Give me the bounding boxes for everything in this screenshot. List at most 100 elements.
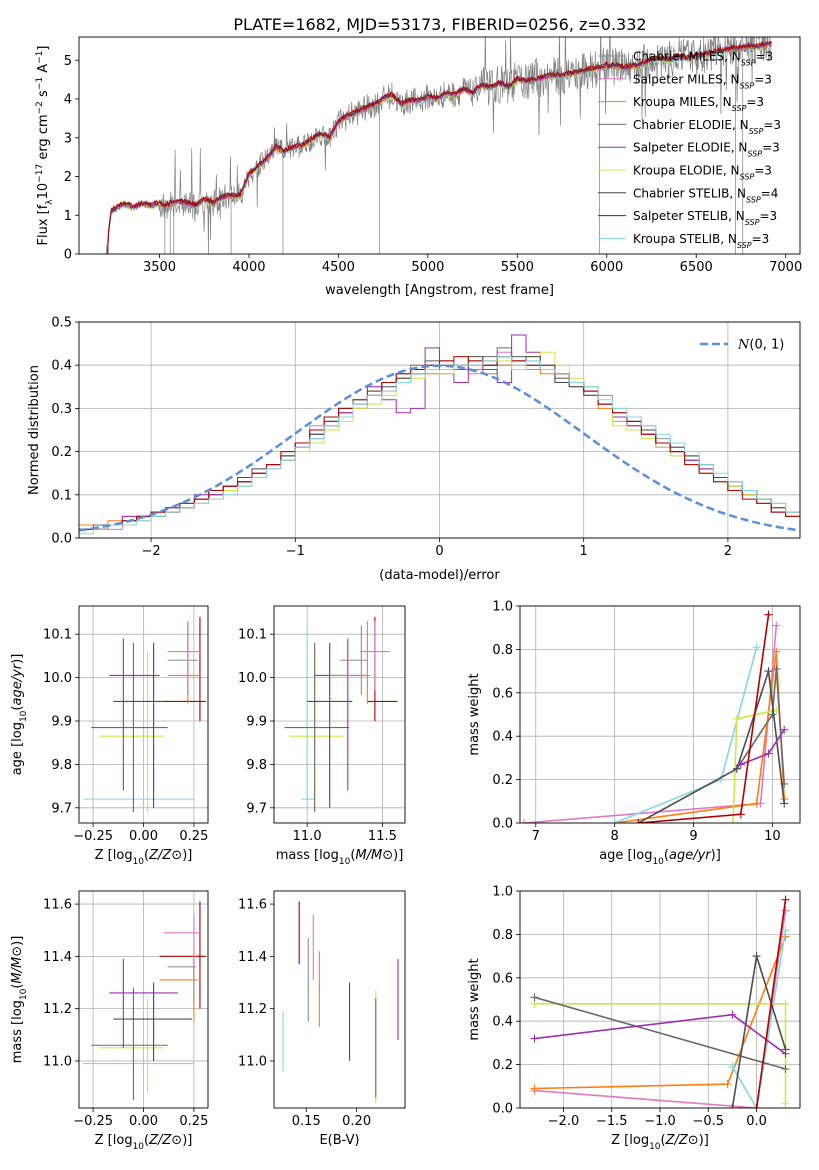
label-part: Z [log <box>95 1133 133 1148</box>
x-tick-label: 2 <box>724 544 732 559</box>
legend-entry: Salpeter STELIB, NSSP=3 <box>598 209 777 227</box>
x-axis-label: wavelength [Angstrom, rest frame] <box>325 283 554 298</box>
y-tick-label: 0.8 <box>492 928 513 943</box>
y-tick-label: 0.1 <box>51 488 72 503</box>
label-part: age/yr <box>10 662 25 705</box>
label-part: )] <box>182 848 192 863</box>
weight-marker-chabrier_elodie <box>768 710 777 719</box>
x-tick-label: −1.0 <box>644 1114 676 1129</box>
y-tick-label: 11.4 <box>238 950 267 965</box>
axes-frame <box>519 890 801 1109</box>
x-tick-label: 5000 <box>411 260 444 275</box>
y-tick-label: 10.0 <box>43 671 72 686</box>
label-part: −2 <box>35 101 45 114</box>
weight-marker-salpeter_miles <box>772 621 781 630</box>
x-tick-label: 9 <box>689 829 697 844</box>
x-tick-label: 0.25 <box>179 829 208 844</box>
x-tick-label: 5500 <box>501 260 534 275</box>
label-part: SSP <box>740 172 755 181</box>
label-part: 10 <box>339 857 351 867</box>
x-tick-label: 10 <box>764 829 781 844</box>
weight-line-kroupa_miles <box>614 651 785 823</box>
weight-marker-salpeter_elodie <box>728 1010 737 1019</box>
weight-line-chabrier_elodie <box>534 996 786 1070</box>
label-part: Salpeter MILES, N <box>633 72 740 86</box>
label-part: Salpeter STELIB, N <box>633 209 745 223</box>
y-tick-label: 0.2 <box>51 445 72 460</box>
histogram-kroupa_elodie <box>79 351 800 538</box>
legend-label: Chabrier MILES, NSSP=3 <box>633 50 773 68</box>
weight-line-chabrier_elodie <box>736 668 785 784</box>
weight-marker-kroupa_miles <box>752 799 761 808</box>
label-part: ( <box>661 1133 666 1148</box>
weight-marker-salpeter_stelib <box>764 610 773 619</box>
x-tick-label: −1.5 <box>596 1114 628 1129</box>
figure-title: PLATE=1682, MJD=53173, FIBERID=0256, z=0… <box>233 15 646 34</box>
label-part: mass [log <box>10 1000 25 1063</box>
label-part: ] <box>36 46 51 51</box>
x-tick-label: 0.00 <box>129 1114 158 1129</box>
label-part: Z/Z⊙ <box>148 848 182 863</box>
y-tick-label: 11.2 <box>238 1002 267 1017</box>
label-part: s <box>36 90 51 101</box>
histogram-chabrier_miles <box>79 356 800 538</box>
panel-spectrum: 3500 4000 4500 5000 5500 6000 6500 7000 0 1 2 3 4 5 wa… <box>35 36 802 298</box>
plot-area <box>83 901 206 1101</box>
plot-area <box>284 616 398 813</box>
x-tick-label: −0.25 <box>73 829 113 844</box>
y-axis-label: mass weight <box>467 673 482 755</box>
x-tick-label: 0.15 <box>292 1114 321 1129</box>
legend-entry: Kroupa STELIB, NSSP=3 <box>598 232 769 250</box>
panel-mass_weight_vs_Z: −2.0 −1.5 −1.0 −0.5 0.0 0.0 0.2 0.4 0.6 0.8 1.0 Z [… <box>467 885 801 1152</box>
y-tick-label: 0.0 <box>51 532 72 547</box>
label-part: SSP <box>740 81 755 90</box>
label-part: Kroupa ELODIE, N <box>633 164 740 178</box>
label-part: M/M⊙ <box>10 946 25 984</box>
label-part: −17 <box>35 164 45 183</box>
label-part: age [log <box>599 848 652 863</box>
panel-mass_vs_ebv: 0.15 0.20 11.0 11.2 11.4 11.6 E(B-V) <box>238 890 406 1148</box>
weight-marker-salpeter_miles <box>520 819 528 823</box>
y-tick-label: 9.8 <box>51 758 72 773</box>
label-part: 10 <box>19 710 29 722</box>
histogram-salpeter_stelib <box>79 356 800 538</box>
label-part: Z/Z⊙ <box>665 1133 699 1148</box>
label-part: =3 <box>746 95 764 109</box>
x-axis-label: E(B-V) <box>319 1133 359 1148</box>
x-tick-label: 0.0 <box>746 1114 767 1129</box>
label-part: SSP <box>741 58 756 67</box>
y-axis-label: mass weight <box>467 958 482 1040</box>
y-tick-label: 0.4 <box>492 730 513 745</box>
y-tick-label: 0.3 <box>51 402 72 417</box>
label-part: SSP <box>732 104 747 113</box>
plot-area <box>79 334 800 538</box>
weight-marker-chabrier_elodie <box>530 993 539 1002</box>
y-tick-label: 2 <box>64 170 72 185</box>
weight-marker-kroupa_miles <box>772 647 781 656</box>
weight-marker-salpeter_elodie <box>764 749 773 758</box>
y-tick-label: 9.8 <box>246 758 267 773</box>
legend-label: Kroupa STELIB, NSSP=3 <box>633 232 769 250</box>
label-part: )] <box>711 848 721 863</box>
legend-label: Salpeter STELIB, NSSP=3 <box>633 209 777 227</box>
x-tick-label: −2.0 <box>548 1114 580 1129</box>
legend-entry: Chabrier ELODIE, NSSP=3 <box>598 118 781 135</box>
y-tick-label: 11.6 <box>238 898 267 913</box>
label-part: )] <box>393 848 403 863</box>
x-tick-label: 0.25 <box>179 1114 208 1129</box>
x-tick-label: 3500 <box>143 260 176 275</box>
weight-marker-kroupa_miles <box>530 1084 539 1093</box>
weight-marker-kroupa_elodie <box>728 819 737 823</box>
label-part: 10 <box>649 1142 661 1152</box>
legend-entry: Salpeter ELODIE, NSSP=3 <box>598 141 780 158</box>
label-part: ( <box>350 848 355 863</box>
panel-residuals: −2 −1 0 1 2 0.0 0.1 0.2 0.3 0.4 0.5 (data-model)/er… <box>27 316 801 583</box>
y-tick-label: 0.0 <box>492 817 513 832</box>
legend-label: N(0, 1) <box>737 338 784 353</box>
y-tick-label: 11.0 <box>238 1054 267 1069</box>
label-part: )] <box>699 1133 709 1148</box>
weight-line-salpeter_miles <box>523 625 778 823</box>
plot-area <box>282 901 399 1103</box>
